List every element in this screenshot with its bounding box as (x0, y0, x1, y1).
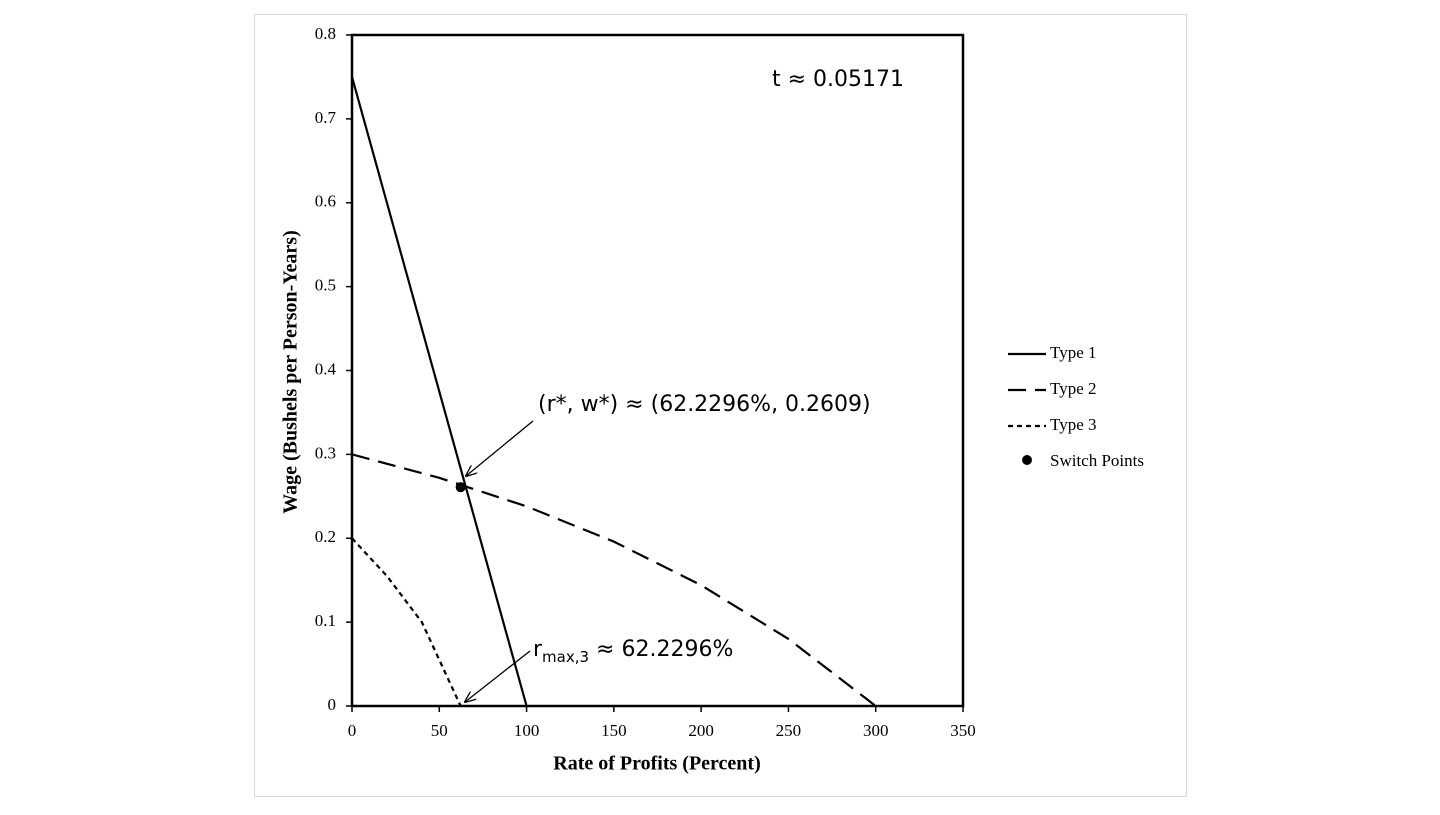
legend-label: Type 1 (1050, 343, 1097, 362)
annotation: r (533, 637, 543, 662)
y-tick-label: 0.1 (315, 611, 336, 630)
y-tick-label: 0 (328, 695, 337, 714)
y-tick-label: 0.5 (315, 276, 336, 295)
arrow (466, 420, 534, 476)
x-tick-label: 0 (348, 721, 357, 740)
x-tick-label: 150 (601, 721, 627, 740)
plot-border (350, 33, 965, 708)
y-tick-label: 0.4 (315, 359, 337, 378)
annotation: max,3 (542, 648, 589, 666)
x-tick-label: 200 (688, 721, 714, 740)
y-tick-label: 0.6 (315, 192, 336, 211)
series-line (351, 453, 877, 707)
series-line (350, 76, 528, 707)
legend-label: Type 2 (1050, 379, 1097, 398)
x-axis-title: Rate of Profits (Percent) (553, 753, 761, 775)
x-tick-label: 250 (776, 721, 802, 740)
y-tick-label: 0.2 (315, 527, 336, 546)
chart-frame (254, 14, 1187, 797)
x-tick-label: 100 (514, 721, 540, 740)
annotation: rmax,3 ≈ 62.2296% (533, 637, 733, 666)
y-tick-label: 0.7 (315, 108, 337, 127)
legend: Type 1 Type 2 Type 3 Switch Points (1008, 343, 1144, 470)
annotation: t ≈ 0.05171 (772, 67, 904, 92)
x-tick-label: 300 (863, 721, 889, 740)
y-tick-label: 0.8 (315, 24, 336, 43)
annotation: ≈ 62.2296% (589, 637, 733, 662)
legend-label: Type 3 (1050, 415, 1097, 434)
x-tick-label: 350 (950, 721, 976, 740)
arrow (465, 650, 531, 702)
annotation: (r*, w*) ≈ (62.2296%, 0.2609) (538, 392, 871, 417)
y-axis-title: Wage (Bushels per Person-Years) (280, 230, 302, 514)
legend-label: Switch Points (1050, 451, 1144, 470)
series-line (351, 537, 462, 707)
legend-swatch (1022, 455, 1032, 465)
x-tick-label: 50 (431, 721, 448, 740)
switch-point (455, 482, 466, 493)
y-tick-label: 0.3 (315, 443, 336, 462)
